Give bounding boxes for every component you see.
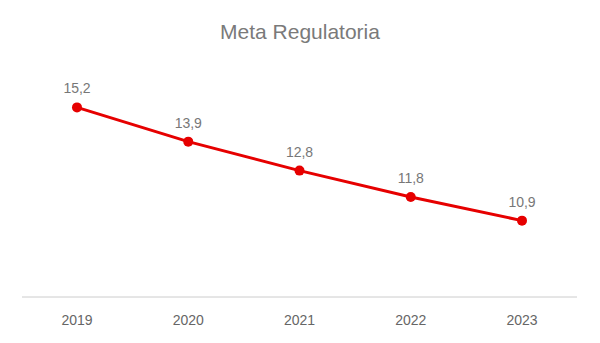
html-text:Meta Regulatoria: Meta Regulatoria xyxy=(220,20,380,43)
svg-text:15,2: 15,2 xyxy=(63,80,90,96)
svg-text:11,8: 11,8 xyxy=(398,170,424,186)
svg-text:10,9: 10,9 xyxy=(508,194,535,210)
svg-text:13,9: 13,9 xyxy=(175,115,202,131)
svg-text:12,8: 12,8 xyxy=(286,144,313,160)
svg-text:2022: 2022 xyxy=(395,312,426,328)
svg-text:2021: 2021 xyxy=(284,312,315,328)
svg-text:2019: 2019 xyxy=(61,312,92,328)
svg-text:2023: 2023 xyxy=(506,312,537,328)
svg-text:2020: 2020 xyxy=(173,312,204,328)
